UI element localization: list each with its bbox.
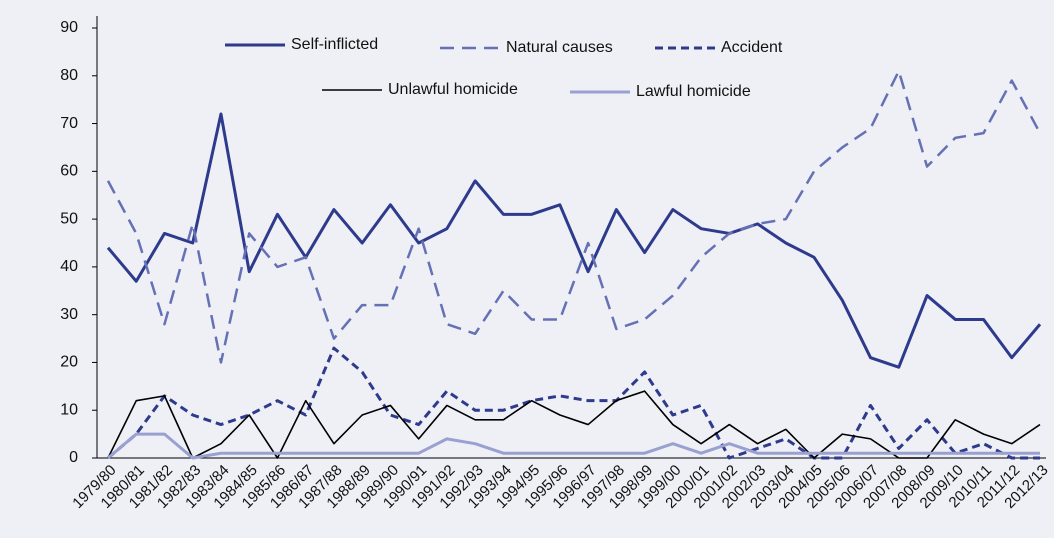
- y-tick-label: 70: [60, 115, 78, 132]
- y-tick-label: 30: [60, 306, 78, 323]
- y-tick-label: 50: [60, 210, 78, 227]
- legend-label: Self-inflicted: [291, 36, 378, 53]
- y-tick-label: 90: [60, 19, 78, 36]
- y-tick-label: 80: [60, 67, 78, 84]
- y-tick-label: 20: [60, 354, 78, 371]
- legend-label: Unlawful homicide: [388, 81, 518, 98]
- y-tick-label: 10: [60, 401, 78, 418]
- legend-label: Lawful homicide: [636, 83, 751, 100]
- legend-label: Accident: [721, 39, 783, 56]
- series-line: [106, 69, 1042, 364]
- series-line: [107, 390, 1041, 459]
- series-line: [106, 112, 1042, 369]
- series-line: [107, 432, 1040, 460]
- y-tick-label: 40: [60, 258, 78, 275]
- legend-label: Natural causes: [506, 39, 613, 56]
- y-tick-label: 60: [60, 163, 78, 180]
- y-tick-label: 0: [69, 449, 78, 466]
- series-line: [107, 346, 1040, 460]
